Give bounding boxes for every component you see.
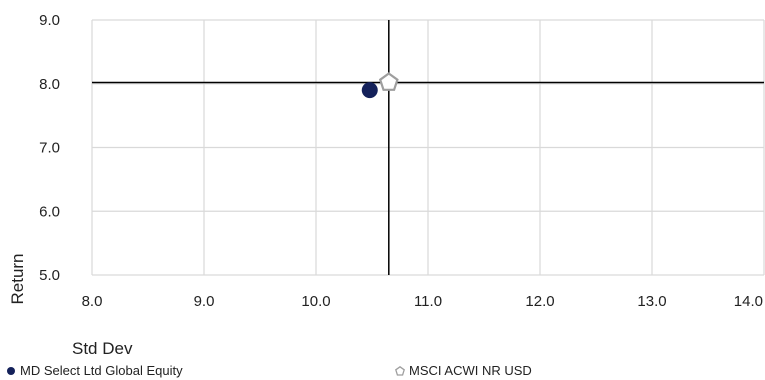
x-tick-label: 13.0 xyxy=(637,293,666,310)
legend-label: MD Select Ltd Global Equity xyxy=(20,363,183,378)
data-point-fund xyxy=(361,82,378,99)
x-tick-label: 12.0 xyxy=(525,293,554,310)
legend-item-0: MD Select Ltd Global Equity xyxy=(6,364,183,378)
data-points xyxy=(361,72,399,99)
y-tick-label: 8.0 xyxy=(39,76,60,93)
y-axis-title: Return xyxy=(8,253,27,304)
y-tick-label: 6.0 xyxy=(39,203,60,220)
x-tick-label: 10.0 xyxy=(301,293,330,310)
x-tick-label: 9.0 xyxy=(194,293,215,310)
x-axis-ticks: 8.0 9.0 10.0 11.0 12.0 13.0 14.0 xyxy=(82,293,763,310)
x-axis-title: Std Dev xyxy=(72,339,133,358)
legend-item-1: MSCI ACWI NR USD xyxy=(395,364,532,378)
y-tick-label: 7.0 xyxy=(39,140,60,157)
data-point-benchmark xyxy=(378,72,399,91)
x-tick-label: 8.0 xyxy=(82,293,103,310)
x-tick-label: 14.0 xyxy=(734,293,763,310)
grid-lines xyxy=(91,19,765,276)
crosshair-lines xyxy=(92,20,764,275)
y-tick-label: 5.0 xyxy=(39,267,60,284)
legend-marker-pentagon-icon xyxy=(395,366,405,376)
x-tick-label: 11.0 xyxy=(414,293,442,310)
y-axis-ticks: 5.0 6.0 7.0 8.0 9.0 xyxy=(39,12,60,284)
legend-marker-circle-icon xyxy=(7,367,15,375)
legend-label: MSCI ACWI NR USD xyxy=(409,363,532,378)
y-tick-label: 9.0 xyxy=(39,12,60,29)
